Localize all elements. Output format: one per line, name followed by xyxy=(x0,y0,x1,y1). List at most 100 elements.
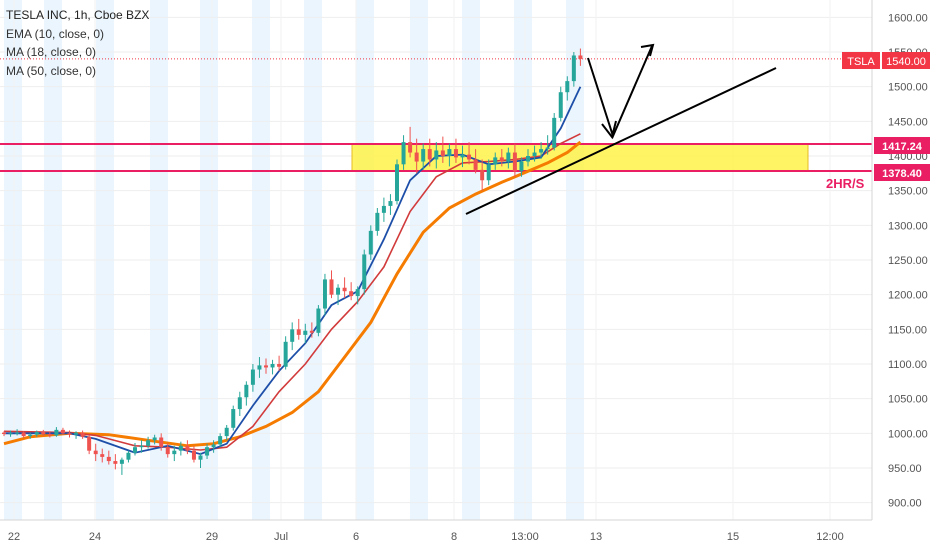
candle-body xyxy=(47,434,52,436)
candle-body xyxy=(277,364,282,367)
legend-title: TESLA INC, 1h, Cboe BZX xyxy=(6,8,150,22)
candle-body xyxy=(480,169,485,181)
last-price-text: 1540.00 xyxy=(886,56,926,68)
candle-body xyxy=(152,437,157,441)
candle-body xyxy=(146,440,151,446)
candle-body xyxy=(545,147,550,150)
candle-body xyxy=(467,154,472,160)
candle-body xyxy=(172,450,177,455)
ma18-line xyxy=(3,133,581,451)
price-tick: 1450.00 xyxy=(888,116,928,128)
candle-body xyxy=(185,445,190,451)
candle-body xyxy=(434,150,439,160)
time-tick: 29 xyxy=(206,531,218,543)
candle-body xyxy=(283,341,288,367)
time-tick: 8 xyxy=(451,531,457,543)
candle-body xyxy=(250,369,255,385)
price-tick: 1300.00 xyxy=(888,220,928,232)
candle-body xyxy=(270,364,275,368)
candle-body xyxy=(93,450,98,455)
candle-body xyxy=(322,279,327,309)
candle-body xyxy=(421,149,426,162)
candle-body xyxy=(54,429,59,436)
candle-body xyxy=(198,455,203,460)
candle-body xyxy=(329,279,334,295)
price-tick: 1000.00 xyxy=(888,428,928,440)
time-tick: 15 xyxy=(727,531,739,543)
candle-body xyxy=(381,205,386,213)
time-tick: 24 xyxy=(89,531,101,543)
candle-body xyxy=(87,436,92,451)
candle-body xyxy=(355,289,360,297)
trend-drawings[interactable] xyxy=(465,43,777,215)
candle-body xyxy=(264,365,268,368)
support-resistance-zone xyxy=(351,143,809,172)
level-high-text: 1417.24 xyxy=(882,141,923,153)
legend[interactable]: TESLA INC, 1h, Cboe BZX EMA (10, close, … xyxy=(6,6,149,80)
candle-body xyxy=(218,436,223,445)
candle-body xyxy=(290,329,295,342)
price-axis[interactable] xyxy=(871,0,932,520)
candle-body xyxy=(165,447,170,455)
legend-ma18[interactable]: MA (18, close, 0) xyxy=(6,45,97,59)
time-tick: Jul xyxy=(274,531,288,543)
legend-ma50[interactable]: MA (50, close, 0) xyxy=(6,63,97,78)
candle-body xyxy=(401,142,406,165)
projection-arrow[interactable] xyxy=(587,45,653,139)
candle-body xyxy=(414,152,419,162)
level-high-badge: 1417.24 xyxy=(874,137,930,154)
candle-body xyxy=(336,287,341,295)
legend-ema[interactable]: EMA (10, close, 0) xyxy=(6,26,105,41)
time-axis[interactable] xyxy=(0,519,932,550)
candle-body xyxy=(460,154,465,158)
candle-body xyxy=(106,456,111,462)
price-tick-labels: 1600.001550.001500.001450.001400.001350.… xyxy=(888,12,928,509)
zone-label: 2HR/S xyxy=(826,176,865,191)
candle-body xyxy=(34,431,39,435)
candles xyxy=(2,48,583,475)
candle-body xyxy=(113,461,118,464)
candle-body xyxy=(237,397,242,410)
price-tick: 1350.00 xyxy=(888,186,928,198)
candle-body xyxy=(159,437,164,448)
candle-body xyxy=(211,444,216,448)
candle-body xyxy=(303,330,308,335)
price-tick: 1200.00 xyxy=(888,290,928,302)
price-tick: 1100.00 xyxy=(888,359,927,371)
candle-body xyxy=(231,409,236,428)
candle-body xyxy=(8,433,13,435)
candle-body xyxy=(28,434,33,437)
price-tick: 900.00 xyxy=(888,498,922,510)
symbol-badge: TSLA xyxy=(842,52,880,69)
candle-body xyxy=(2,432,6,435)
time-tick: 13 xyxy=(590,531,602,543)
candle-body xyxy=(427,149,432,160)
candle-body xyxy=(41,431,46,435)
candle-body xyxy=(316,308,321,333)
time-tick: 12:00 xyxy=(816,531,844,543)
trendline[interactable] xyxy=(465,67,777,215)
price-tick: 1050.00 xyxy=(888,394,928,406)
candle-body xyxy=(100,454,105,457)
time-tick: 22 xyxy=(8,531,20,543)
candle-body xyxy=(244,384,249,398)
candle-body xyxy=(447,149,452,156)
candle-body xyxy=(119,459,124,464)
candle-body xyxy=(205,447,210,456)
symbol-badge-text: TSLA xyxy=(847,56,875,68)
candle-body xyxy=(133,447,137,453)
candle-body xyxy=(191,450,196,460)
candle-body xyxy=(440,150,445,156)
level-low-badge: 1378.40 xyxy=(874,164,930,181)
arrow-head-down xyxy=(601,120,617,140)
candle-body xyxy=(408,142,413,153)
candle-body xyxy=(126,452,131,460)
arrow-head-up xyxy=(640,43,655,57)
price-tick: 950.00 xyxy=(888,463,922,475)
candle-body xyxy=(349,291,354,297)
candle-body xyxy=(60,429,65,434)
candle-body xyxy=(67,433,72,435)
price-tick: 1500.00 xyxy=(888,82,928,94)
